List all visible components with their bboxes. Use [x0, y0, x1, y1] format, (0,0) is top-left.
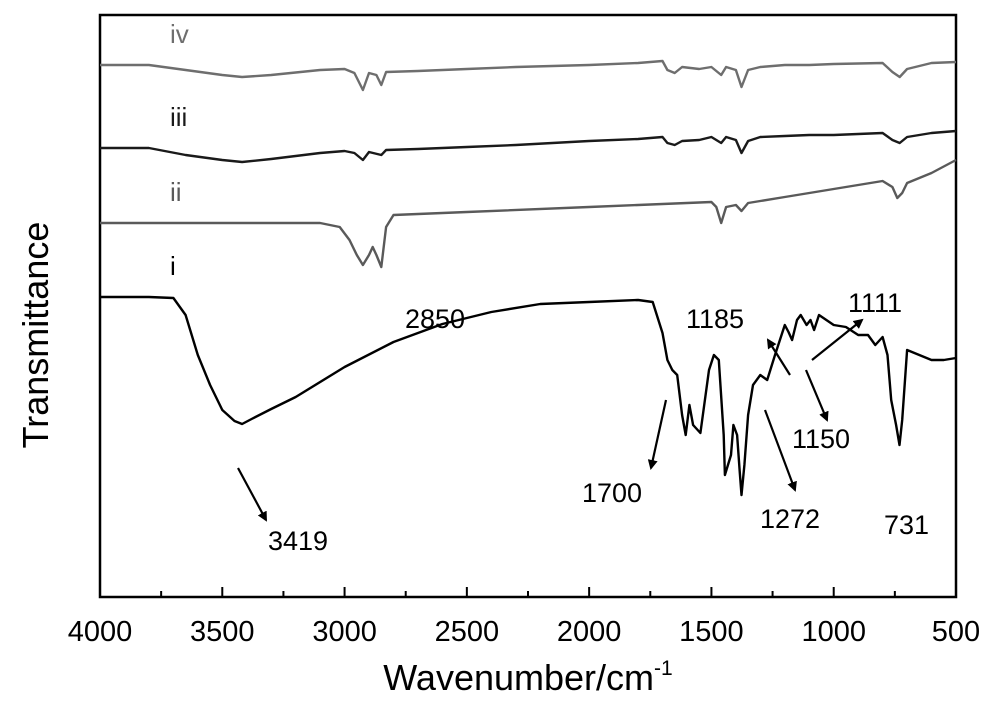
peak-label-1111: 1111	[848, 288, 902, 318]
peak-label-3419: 3419	[268, 526, 328, 556]
arrow-1150	[804, 369, 829, 422]
peak-label-731: 731	[884, 510, 929, 540]
series-label-iv: iv	[170, 19, 189, 49]
arrow-1700	[647, 399, 668, 470]
x-tick-label: 3500	[190, 616, 255, 648]
x-tick-label: 2000	[557, 616, 622, 648]
peak-label-2850: 2850	[405, 304, 465, 334]
x-tick-label: 3000	[312, 616, 377, 648]
x-axis-ticks	[99, 587, 957, 597]
arrow-1111	[811, 318, 864, 361]
x-axis-title: Wavenumber/cm-1	[383, 657, 672, 698]
y-axis-title: Transmittance	[15, 222, 56, 449]
peak-annotations: 3419 2850 1700 1185 1111 1150 1272 731	[237, 288, 929, 556]
x-axis-title-text: Wavenumber/cm	[383, 657, 654, 698]
series-label-iii: iii	[170, 102, 187, 132]
arrow-1272	[763, 409, 797, 492]
series-layer	[100, 59, 957, 497]
series-line-ii	[100, 158, 957, 269]
peak-label-1272: 1272	[760, 504, 820, 534]
x-tick-label: 4000	[68, 616, 133, 648]
x-tick-label: 2500	[435, 616, 500, 648]
series-line-iii	[100, 129, 957, 164]
series-line-iv	[100, 59, 957, 92]
x-axis-tick-labels: 4000 3500 3000 2500 2000 1500 1000 500	[68, 616, 980, 648]
peak-label-1700: 1700	[582, 478, 642, 508]
series-label-ii: ii	[170, 177, 182, 207]
x-axis-title-superscript: -1	[654, 657, 673, 680]
arrow-1185	[766, 338, 791, 376]
arrow-3419	[237, 467, 267, 522]
x-tick-label: 500	[932, 616, 980, 648]
x-tick-label: 1500	[679, 616, 744, 648]
peak-label-1185: 1185	[686, 304, 744, 334]
x-tick-label: 1000	[801, 616, 866, 648]
peak-label-1150: 1150	[792, 424, 850, 454]
series-line-i	[100, 295, 957, 497]
series-label-i: i	[170, 251, 176, 281]
